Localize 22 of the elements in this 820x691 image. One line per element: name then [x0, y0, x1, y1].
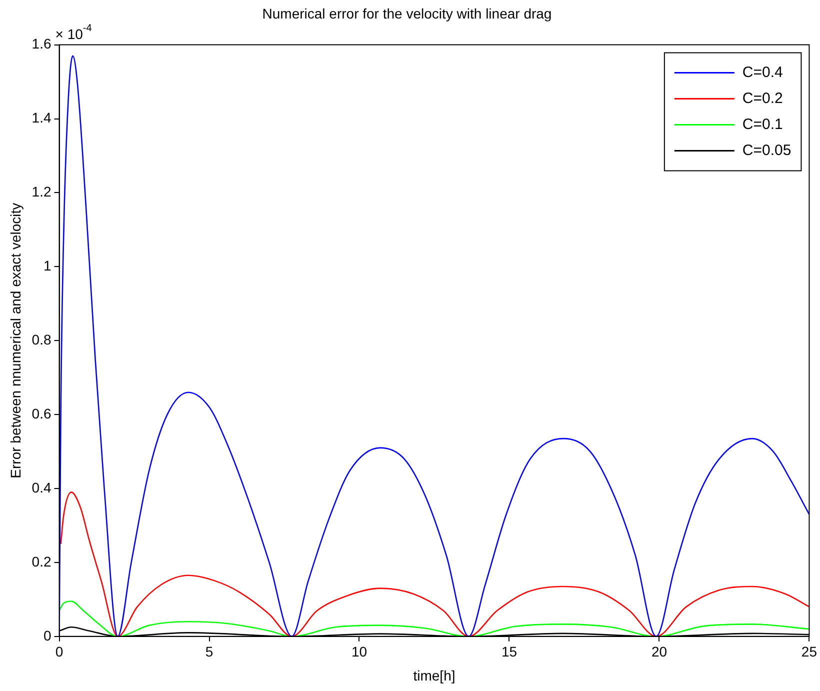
legend-label: C=0.05 — [742, 142, 792, 159]
x-tick-label: 10 — [351, 644, 368, 660]
y-axis-title: Error between nnumerical and exact velocity — [7, 202, 24, 478]
y-tick-label: 0 — [43, 627, 52, 644]
x-tick-label: 25 — [801, 644, 818, 660]
x-tick-label: 0 — [55, 644, 64, 660]
legend-label: C=0.2 — [742, 90, 783, 107]
y-tick-label: 1.4 — [32, 110, 52, 126]
y-tick-label: 0.6 — [32, 405, 52, 422]
x-tick-label: 5 — [205, 644, 214, 660]
y-tick-label: 1.6 — [32, 36, 52, 52]
x-tick-label: 15 — [501, 644, 518, 660]
y-tick-label: 1.2 — [32, 184, 52, 200]
x-tick-label: 20 — [651, 644, 668, 660]
chart-title: Numerical error for the velocity with linear drag — [262, 5, 552, 22]
legend-label: C=0.1 — [742, 116, 783, 133]
y-tick-label: 1 — [43, 258, 52, 274]
y-tick-label: 0.8 — [32, 331, 52, 348]
y-tick-label: 0.2 — [32, 553, 52, 570]
legend-label: C=0.4 — [742, 64, 783, 81]
x-axis-title: time[h] — [413, 667, 456, 684]
y-tick-label: 0.4 — [32, 479, 52, 496]
